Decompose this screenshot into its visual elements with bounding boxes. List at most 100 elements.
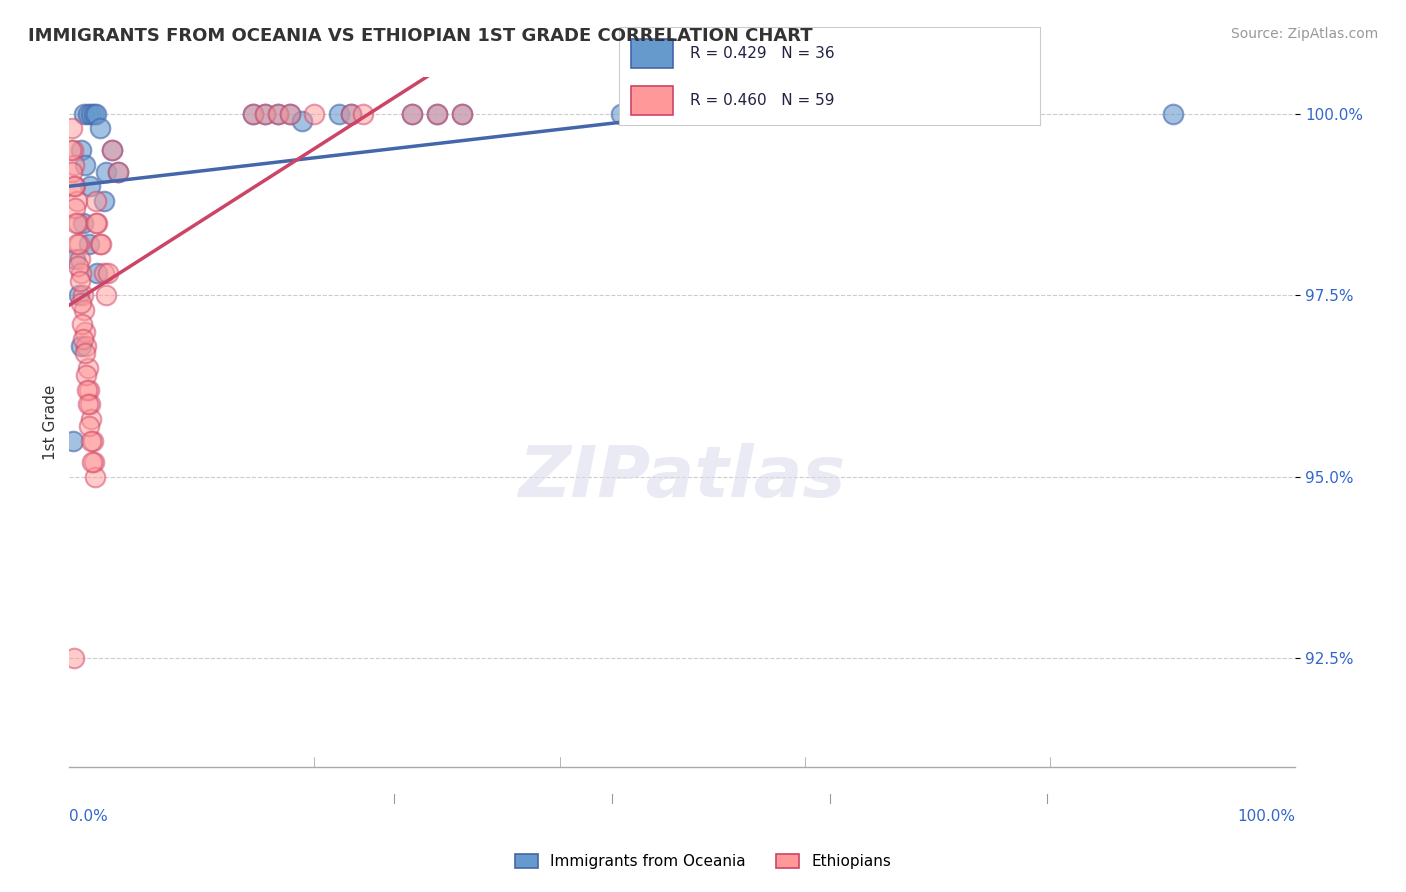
Point — [62, 143, 84, 157]
Point — [73, 346, 96, 360]
Point — [69, 252, 91, 266]
Point — [401, 107, 423, 121]
Point — [75, 158, 97, 172]
Point — [67, 237, 90, 252]
Point — [242, 107, 264, 121]
Point — [73, 107, 96, 121]
Point — [67, 288, 90, 302]
Point — [266, 107, 288, 121]
Point — [93, 267, 115, 281]
Point — [93, 194, 115, 208]
Point — [90, 237, 112, 252]
Point — [254, 107, 277, 121]
Point — [84, 216, 107, 230]
Point — [450, 107, 472, 121]
Point — [266, 107, 288, 121]
Point — [426, 107, 449, 121]
Point — [65, 216, 87, 230]
Point — [60, 121, 83, 136]
Text: ZIPatlas: ZIPatlas — [519, 443, 846, 512]
Point — [67, 259, 90, 273]
Point — [73, 302, 96, 317]
Text: 100.0%: 100.0% — [1237, 809, 1295, 823]
Point — [72, 332, 94, 346]
Point — [401, 107, 423, 121]
Point — [65, 194, 87, 208]
Point — [60, 165, 83, 179]
Point — [76, 383, 98, 397]
Point — [83, 455, 105, 469]
Point — [89, 237, 111, 252]
Point — [291, 114, 314, 128]
Point — [79, 179, 101, 194]
Point — [62, 179, 84, 194]
Point — [86, 216, 108, 230]
Point — [97, 267, 120, 281]
Point — [82, 434, 104, 448]
Point — [818, 107, 841, 121]
Point — [610, 107, 633, 121]
FancyBboxPatch shape — [631, 38, 673, 68]
Point — [977, 107, 1000, 121]
Point — [76, 107, 98, 121]
Point — [84, 107, 107, 121]
FancyBboxPatch shape — [631, 86, 673, 115]
Point — [75, 339, 97, 353]
Point — [79, 419, 101, 434]
Point — [340, 107, 363, 121]
Point — [254, 107, 277, 121]
Point — [63, 651, 86, 665]
Point — [278, 107, 301, 121]
Text: R = 0.429   N = 36: R = 0.429 N = 36 — [690, 45, 835, 61]
Point — [77, 397, 100, 411]
Point — [101, 143, 124, 157]
Point — [353, 107, 375, 121]
Point — [70, 318, 93, 332]
Text: R = 0.460   N = 59: R = 0.460 N = 59 — [690, 93, 835, 108]
Point — [69, 274, 91, 288]
Point — [70, 339, 93, 353]
Point — [80, 455, 103, 469]
Point — [1161, 107, 1184, 121]
Point — [426, 107, 449, 121]
Point — [77, 237, 100, 252]
Point — [634, 107, 657, 121]
Y-axis label: 1st Grade: 1st Grade — [44, 384, 58, 460]
Text: Source: ZipAtlas.com: Source: ZipAtlas.com — [1230, 27, 1378, 41]
Point — [86, 267, 108, 281]
Point — [107, 165, 129, 179]
Point — [80, 107, 103, 121]
Point — [242, 107, 264, 121]
Point — [79, 434, 101, 448]
Point — [278, 107, 301, 121]
Point — [70, 267, 93, 281]
Point — [75, 325, 97, 339]
Point — [793, 107, 815, 121]
Point — [79, 397, 101, 411]
Point — [75, 368, 97, 383]
Point — [72, 288, 94, 302]
Point — [328, 107, 350, 121]
Legend: Immigrants from Oceania, Ethiopians: Immigrants from Oceania, Ethiopians — [509, 848, 897, 875]
Point — [76, 360, 98, 375]
Point — [65, 252, 87, 266]
Point — [70, 295, 93, 310]
Point — [66, 237, 89, 252]
Point — [450, 107, 472, 121]
Point — [107, 165, 129, 179]
Point — [84, 194, 107, 208]
Point — [60, 143, 83, 157]
Point — [63, 158, 86, 172]
Point — [340, 107, 363, 121]
Text: IMMIGRANTS FROM OCEANIA VS ETHIOPIAN 1ST GRADE CORRELATION CHART: IMMIGRANTS FROM OCEANIA VS ETHIOPIAN 1ST… — [28, 27, 813, 45]
Point — [62, 434, 84, 448]
Point — [84, 470, 107, 484]
Point — [80, 411, 103, 425]
Point — [94, 165, 117, 179]
Point — [94, 288, 117, 302]
Point — [89, 121, 111, 136]
Point — [70, 143, 93, 157]
Point — [101, 143, 124, 157]
Text: 0.0%: 0.0% — [69, 809, 108, 823]
Point — [66, 216, 89, 230]
